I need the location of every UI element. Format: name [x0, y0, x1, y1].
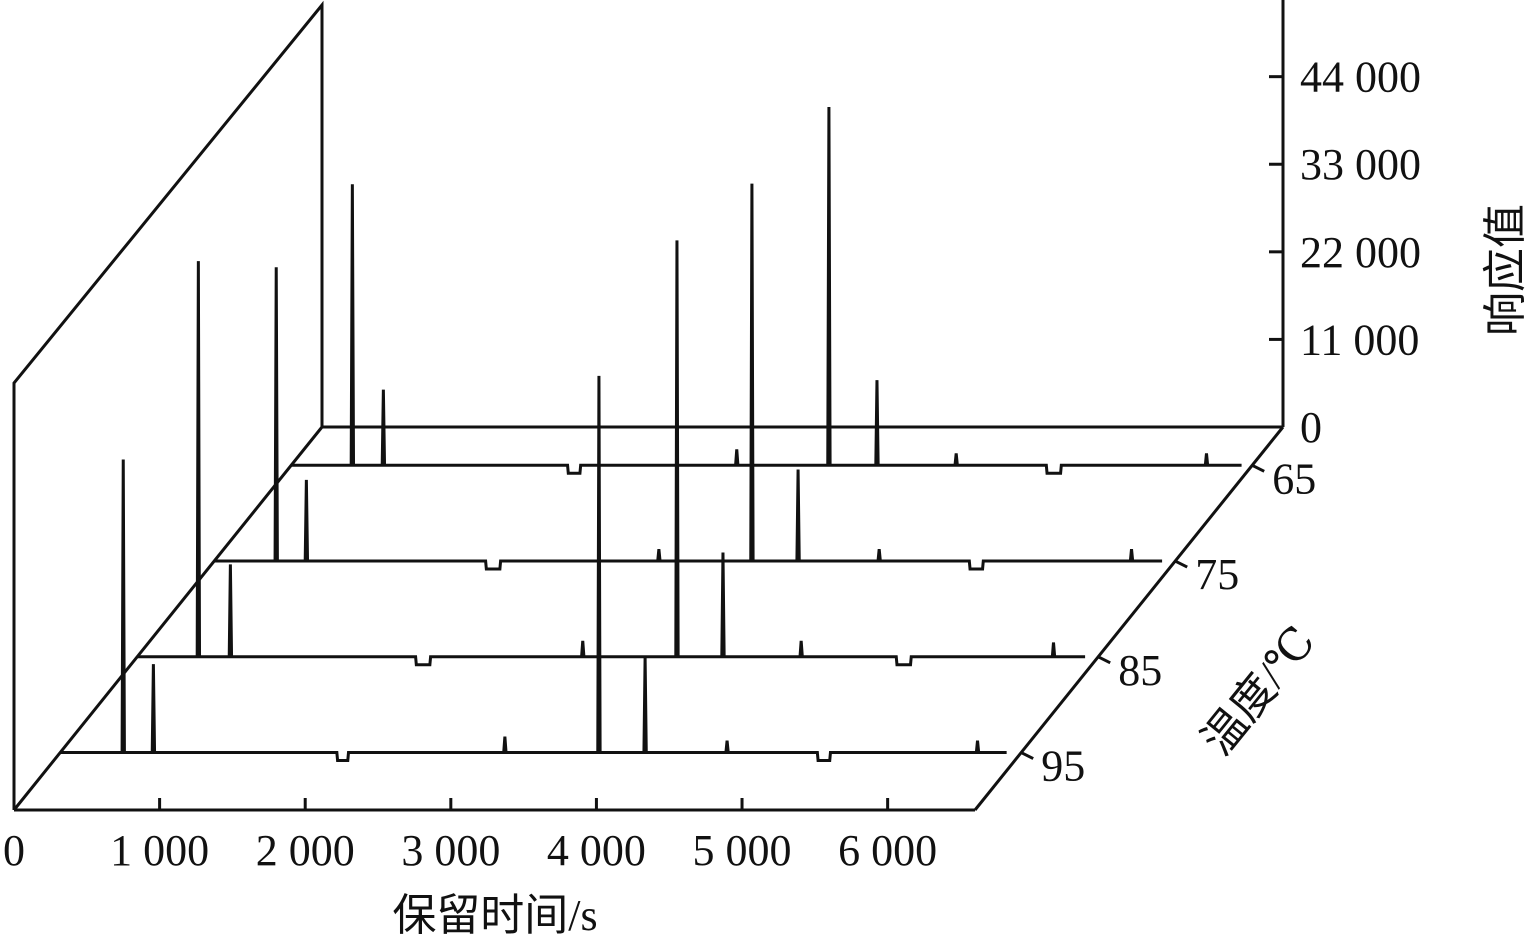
- z-tick-label: 75: [1195, 550, 1239, 599]
- z-axis-title: 温度/℃: [1193, 617, 1325, 764]
- x-tick-label: 3 000: [401, 826, 500, 875]
- z-tick: [1174, 559, 1188, 569]
- y-tick-label: 44 000: [1300, 53, 1421, 102]
- z-tick: [1097, 655, 1111, 665]
- x-tick-label: 5 000: [693, 826, 792, 875]
- x-tick-label: 4 000: [547, 826, 646, 875]
- y-axis-title: 响应值: [1481, 204, 1530, 336]
- series-line: [291, 106, 1242, 475]
- z-tick-label: 95: [1041, 742, 1085, 791]
- series-line: [214, 183, 1163, 571]
- x-tick-label: 6 000: [838, 826, 937, 875]
- box-edge: [12, 426, 324, 811]
- z-tick: [1251, 463, 1265, 473]
- z-axis: [973, 426, 1285, 811]
- x-tick-label: 1 000: [110, 826, 209, 875]
- series-line: [60, 375, 1007, 763]
- z-tick-label: 85: [1118, 646, 1162, 695]
- y-tick-label: 0: [1300, 403, 1322, 452]
- box: [12, 0, 1285, 812]
- y-tick-label: 11 000: [1300, 315, 1419, 364]
- z-tick-label: 65: [1272, 454, 1316, 503]
- box-edge: [12, 0, 324, 810]
- z-tick: [1020, 751, 1034, 760]
- x-tick-label: 0: [3, 826, 25, 875]
- x-axis-title: 保留时间/s: [392, 891, 597, 940]
- y-tick-label: 22 000: [1300, 228, 1421, 277]
- series-line: [137, 240, 1086, 667]
- y-tick-label: 33 000: [1300, 140, 1421, 189]
- x-tick-label: 2 000: [256, 826, 355, 875]
